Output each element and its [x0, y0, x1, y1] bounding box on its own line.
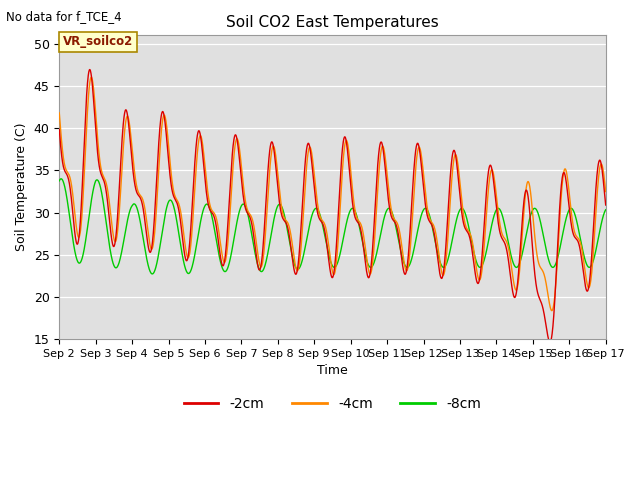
Legend: -2cm, -4cm, -8cm: -2cm, -4cm, -8cm: [178, 392, 487, 417]
Title: Soil CO2 East Temperatures: Soil CO2 East Temperatures: [226, 15, 439, 30]
Y-axis label: Soil Temperature (C): Soil Temperature (C): [15, 123, 28, 252]
Text: No data for f_TCE_4: No data for f_TCE_4: [6, 10, 122, 23]
X-axis label: Time: Time: [317, 364, 348, 377]
Text: VR_soilco2: VR_soilco2: [63, 36, 133, 48]
